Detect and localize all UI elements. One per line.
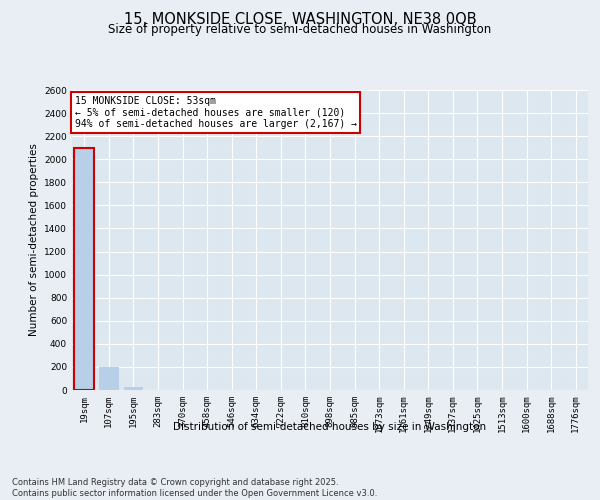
Bar [99,367,119,390]
Text: 15 MONKSIDE CLOSE: 53sqm
← 5% of semi-detached houses are smaller (120)
94% of s: 15 MONKSIDE CLOSE: 53sqm ← 5% of semi-de… [74,96,356,129]
Text: Size of property relative to semi-detached houses in Washington: Size of property relative to semi-detach… [109,22,491,36]
Text: Distribution of semi-detached houses by size in Washington: Distribution of semi-detached houses by … [173,422,487,432]
Text: 15, MONKSIDE CLOSE, WASHINGTON, NE38 0QB: 15, MONKSIDE CLOSE, WASHINGTON, NE38 0QB [124,12,476,28]
Bar [124,386,143,390]
Text: Contains HM Land Registry data © Crown copyright and database right 2025.
Contai: Contains HM Land Registry data © Crown c… [12,478,377,498]
Bar [74,148,94,390]
Y-axis label: Number of semi-detached properties: Number of semi-detached properties [29,144,38,336]
